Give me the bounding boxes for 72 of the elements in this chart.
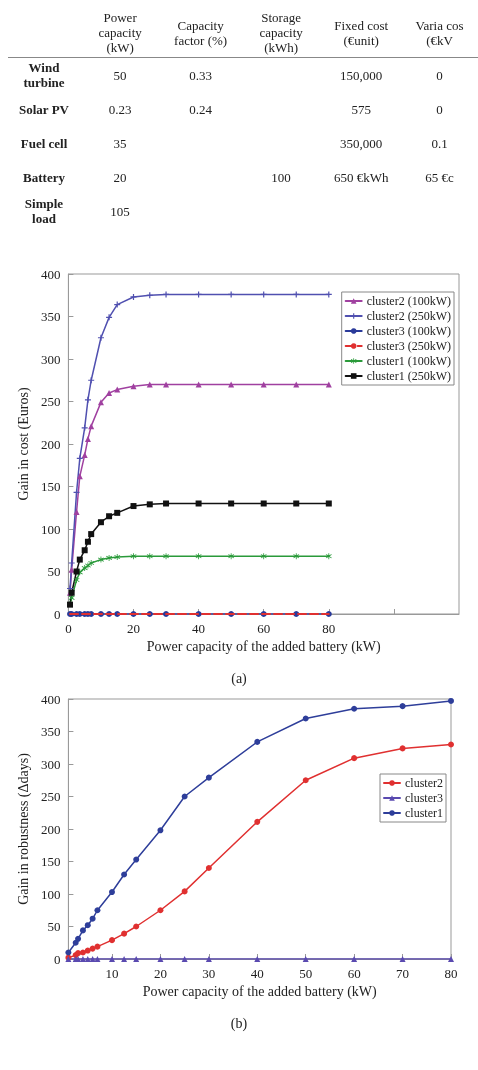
text: 650 €kWh (333, 169, 389, 185)
x-tick-label: 0 (65, 621, 72, 636)
y-tick-label: 200 (40, 436, 61, 452)
legend-label: cluster3 (100kW) (366, 324, 452, 338)
y-tick-label: 100 (40, 521, 61, 537)
x-tick-label: 60 (257, 621, 271, 636)
text: 350,000 (340, 135, 383, 151)
text: 100 (271, 169, 291, 185)
x-tick-label: 20 (127, 621, 140, 636)
x-tick-label: 40 (250, 966, 264, 981)
text: 50 (113, 67, 127, 83)
x-tick-label: 60 (347, 966, 361, 981)
y-tick-label: 350 (40, 309, 61, 324)
text: 105 (110, 203, 130, 219)
x-tick-label: 50 (299, 966, 313, 981)
text: 35 (113, 135, 127, 151)
y-tick-label: 150 (40, 479, 61, 494)
category-label: Solar PV (19, 101, 69, 117)
y-tick-label: 250 (40, 394, 61, 409)
legend-label: cluster1 (250kW) (366, 369, 452, 383)
y-tick-label: 400 (40, 691, 61, 707)
y-tick-label: 50 (47, 919, 61, 934)
category-label: Varia cos (€kV (414, 16, 465, 50)
text: 20 (113, 169, 127, 185)
y-tick-label: 0 (53, 606, 61, 622)
text: 150,000 (340, 67, 383, 83)
x-tick-label: 70 (396, 966, 410, 981)
category-label: Power capacity (kW) (97, 9, 143, 57)
x-tick-label: 80 (322, 621, 336, 636)
y-axis-title: Gain in robustness (Δdays) (15, 752, 32, 905)
x-tick-label: 40 (192, 621, 206, 636)
category-label: Simple load (24, 196, 64, 226)
legend-label: cluster2 (405, 776, 444, 790)
y-tick-label: 250 (40, 789, 61, 804)
y-tick-label: 150 (40, 854, 61, 869)
text: 0.1 (431, 135, 448, 151)
x-tick-label: 80 (444, 966, 458, 981)
category-label: Capacity factor (%) (173, 16, 229, 50)
category-label: Fixed cost (€unit) (333, 16, 390, 50)
y-tick-label: 0 (53, 951, 61, 967)
y-tick-label: 100 (40, 886, 61, 902)
legend-label: cluster2 (100kW) (366, 294, 452, 308)
text: (a) (231, 670, 248, 687)
category-label: Wind turbine (23, 60, 65, 90)
text: 0 (436, 67, 443, 83)
legend-label: cluster3 (405, 791, 444, 805)
category-label: Battery (23, 169, 65, 185)
text: 0.24 (189, 101, 212, 117)
category-label: Storage capacity (kWh) (258, 9, 304, 57)
text: (b) (230, 1015, 248, 1032)
x-tick-label: 10 (105, 966, 119, 981)
y-tick-label: 400 (40, 266, 61, 282)
text: 575 (351, 101, 371, 117)
text: 0 (436, 101, 443, 117)
y-tick-label: 300 (40, 351, 61, 367)
x-tick-label: 30 (202, 966, 216, 981)
x-axis-title: Power capacity of the added battery (kW) (142, 984, 378, 1001)
x-axis-title: Power capacity of the added battery (kW) (146, 639, 382, 656)
y-axis-title: Gain in cost (Euros) (15, 387, 32, 501)
x-tick-label: 20 (153, 966, 167, 981)
text: 0.33 (189, 67, 212, 83)
y-tick-label: 200 (40, 821, 61, 837)
text: 65 €c (425, 169, 454, 185)
category-label: Fuel cell (20, 135, 68, 151)
y-tick-label: 350 (40, 724, 61, 739)
y-tick-label: 50 (47, 564, 61, 579)
legend-label: cluster3 (250kW) (366, 339, 452, 353)
y-tick-label: 300 (40, 756, 61, 772)
legend-label: cluster2 (250kW) (366, 309, 452, 323)
legend-label: cluster1 (405, 806, 444, 820)
legend-label: cluster1 (100kW) (366, 354, 452, 368)
text: 0.23 (108, 101, 132, 117)
